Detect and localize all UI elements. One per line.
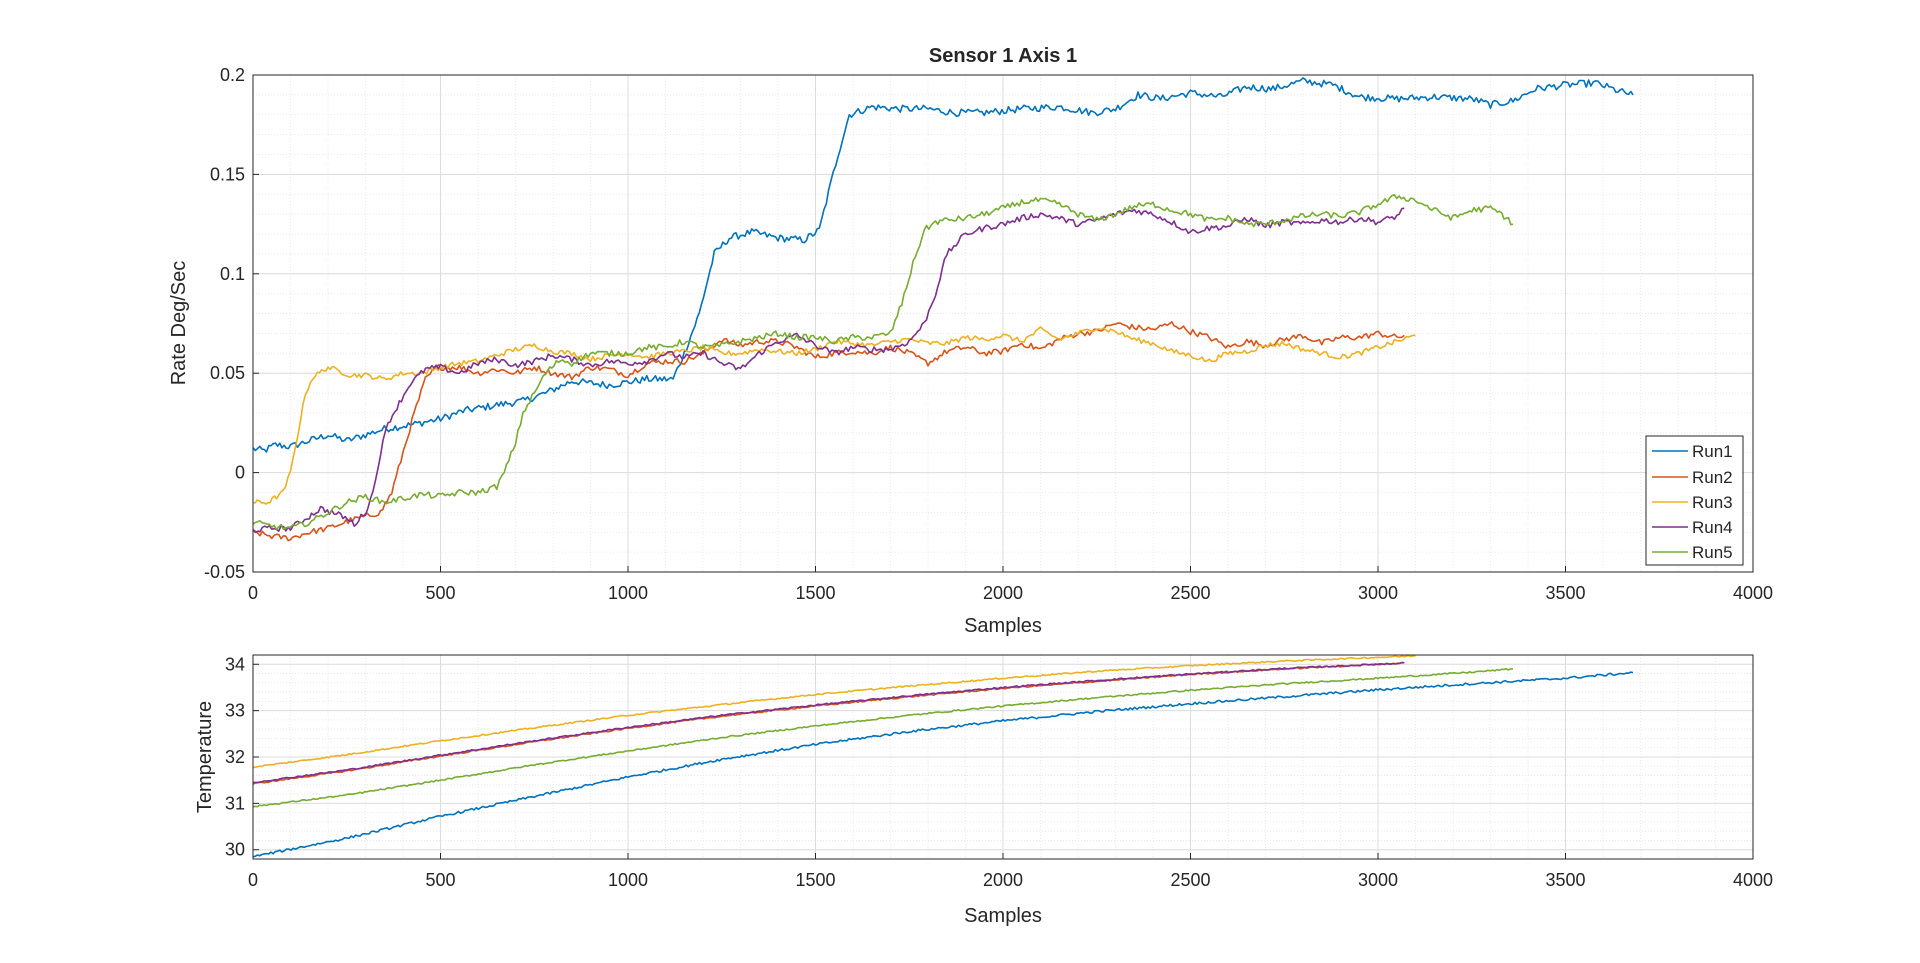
rate-y-tick-label: 0.05 <box>210 363 245 383</box>
rate-y-tick-label: 0.1 <box>220 264 245 284</box>
temperature-y-tick-label: 33 <box>225 701 245 721</box>
rate-chart-title: Sensor 1 Axis 1 <box>929 45 1077 67</box>
temperature-y-tick-label: 34 <box>225 654 245 674</box>
temperature-series-run1 <box>252 671 1634 858</box>
legend[interactable]: Run1 Run2 Run3 Run4 Run5 <box>1645 435 1744 566</box>
legend-label-run1: Run1 <box>1692 442 1733 461</box>
legend-item-run3[interactable]: Run3 <box>1652 493 1733 512</box>
rate-axes-box <box>252 74 1754 573</box>
temperature-x-tick-label: 3000 <box>1358 870 1398 890</box>
temperature-y-tick-label: 31 <box>225 793 245 813</box>
rate-y-tick-label: -0.05 <box>204 562 245 582</box>
temperature-x-axis-label: Samples <box>964 905 1042 927</box>
temperature-y-tick-label: 30 <box>225 840 245 860</box>
legend-item-run1[interactable]: Run1 <box>1652 442 1733 461</box>
temperature-x-tick-label: 0 <box>248 870 258 890</box>
temperature-x-tick-label: 500 <box>425 870 455 890</box>
legend-label-run3: Run3 <box>1692 493 1733 512</box>
rate-y-tick-label: 0.2 <box>220 65 245 85</box>
rate-y-tick-labels: -0.05 0 0.05 0.1 0.15 0.2 <box>204 65 245 582</box>
rate-series-lines <box>252 77 1634 542</box>
rate-x-tick-label: 3000 <box>1358 583 1398 603</box>
temperature-x-tick-label: 1500 <box>795 870 835 890</box>
legend-label-run2: Run2 <box>1692 468 1733 487</box>
rate-y-tick-label: 0 <box>235 463 245 483</box>
rate-y-tick-label: 0.15 <box>210 164 245 184</box>
legend-item-run2[interactable]: Run2 <box>1652 468 1733 487</box>
rate-x-tick-label: 1000 <box>608 583 648 603</box>
rate-x-tick-label: 3500 <box>1545 583 1585 603</box>
rate-x-tick-labels: 0 500 1000 1500 2000 2500 3000 3500 4000 <box>248 583 1773 603</box>
rate-x-tick-label: 1500 <box>795 583 835 603</box>
temperature-series-run5 <box>252 668 1513 808</box>
temperature-series-run3 <box>252 654 1416 769</box>
temperature-y-tick-label: 32 <box>225 747 245 767</box>
rate-series-run5 <box>252 194 1514 531</box>
rate-x-axis-label: Samples <box>964 615 1042 637</box>
temperature-x-tick-label: 1000 <box>608 870 648 890</box>
temperature-series-run4 <box>253 661 1405 784</box>
temperature-y-tick-labels: 30 31 32 33 34 <box>225 654 245 859</box>
rate-y-axis-label: Rate Deg/Sec <box>168 261 190 386</box>
legend-item-run4[interactable]: Run4 <box>1652 518 1733 537</box>
temperature-x-tick-label: 4000 <box>1733 870 1773 890</box>
rate-x-tick-label: 500 <box>425 583 455 603</box>
legend-label-run4: Run4 <box>1692 518 1733 537</box>
temperature-axes: 0 500 1000 1500 2000 2500 3000 3500 4000 3031323… <box>194 654 1773 927</box>
rate-axes: 0 500 1000 1500 2000 2500 3000 3500 4000 -0.0500… <box>168 45 1773 637</box>
legend-item-run5[interactable]: Run5 <box>1652 543 1733 562</box>
rate-x-tick-label: 4000 <box>1733 583 1773 603</box>
legend-box <box>1645 435 1744 566</box>
temperature-x-tick-label: 3500 <box>1545 870 1585 890</box>
temperature-y-axis-label: Temperature <box>194 701 216 813</box>
legend-label-run5: Run5 <box>1692 543 1733 562</box>
temperature-x-tick-label: 2500 <box>1170 870 1210 890</box>
temperature-x-tick-labels: 0 500 1000 1500 2000 2500 3000 3500 4000 <box>248 870 1773 890</box>
rate-x-tick-label: 2000 <box>983 583 1023 603</box>
temperature-axes-box <box>252 654 1754 860</box>
temperature-x-tick-label: 2000 <box>983 870 1023 890</box>
temperature-series-lines <box>252 654 1634 858</box>
rate-series-run4 <box>252 207 1405 534</box>
rate-x-tick-label: 2500 <box>1170 583 1210 603</box>
rate-x-tick-label: 0 <box>248 583 258 603</box>
rate-series-run1 <box>252 77 1634 453</box>
